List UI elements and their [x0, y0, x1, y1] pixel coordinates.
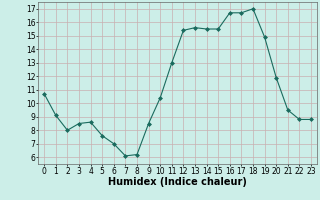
X-axis label: Humidex (Indice chaleur): Humidex (Indice chaleur) [108, 177, 247, 187]
